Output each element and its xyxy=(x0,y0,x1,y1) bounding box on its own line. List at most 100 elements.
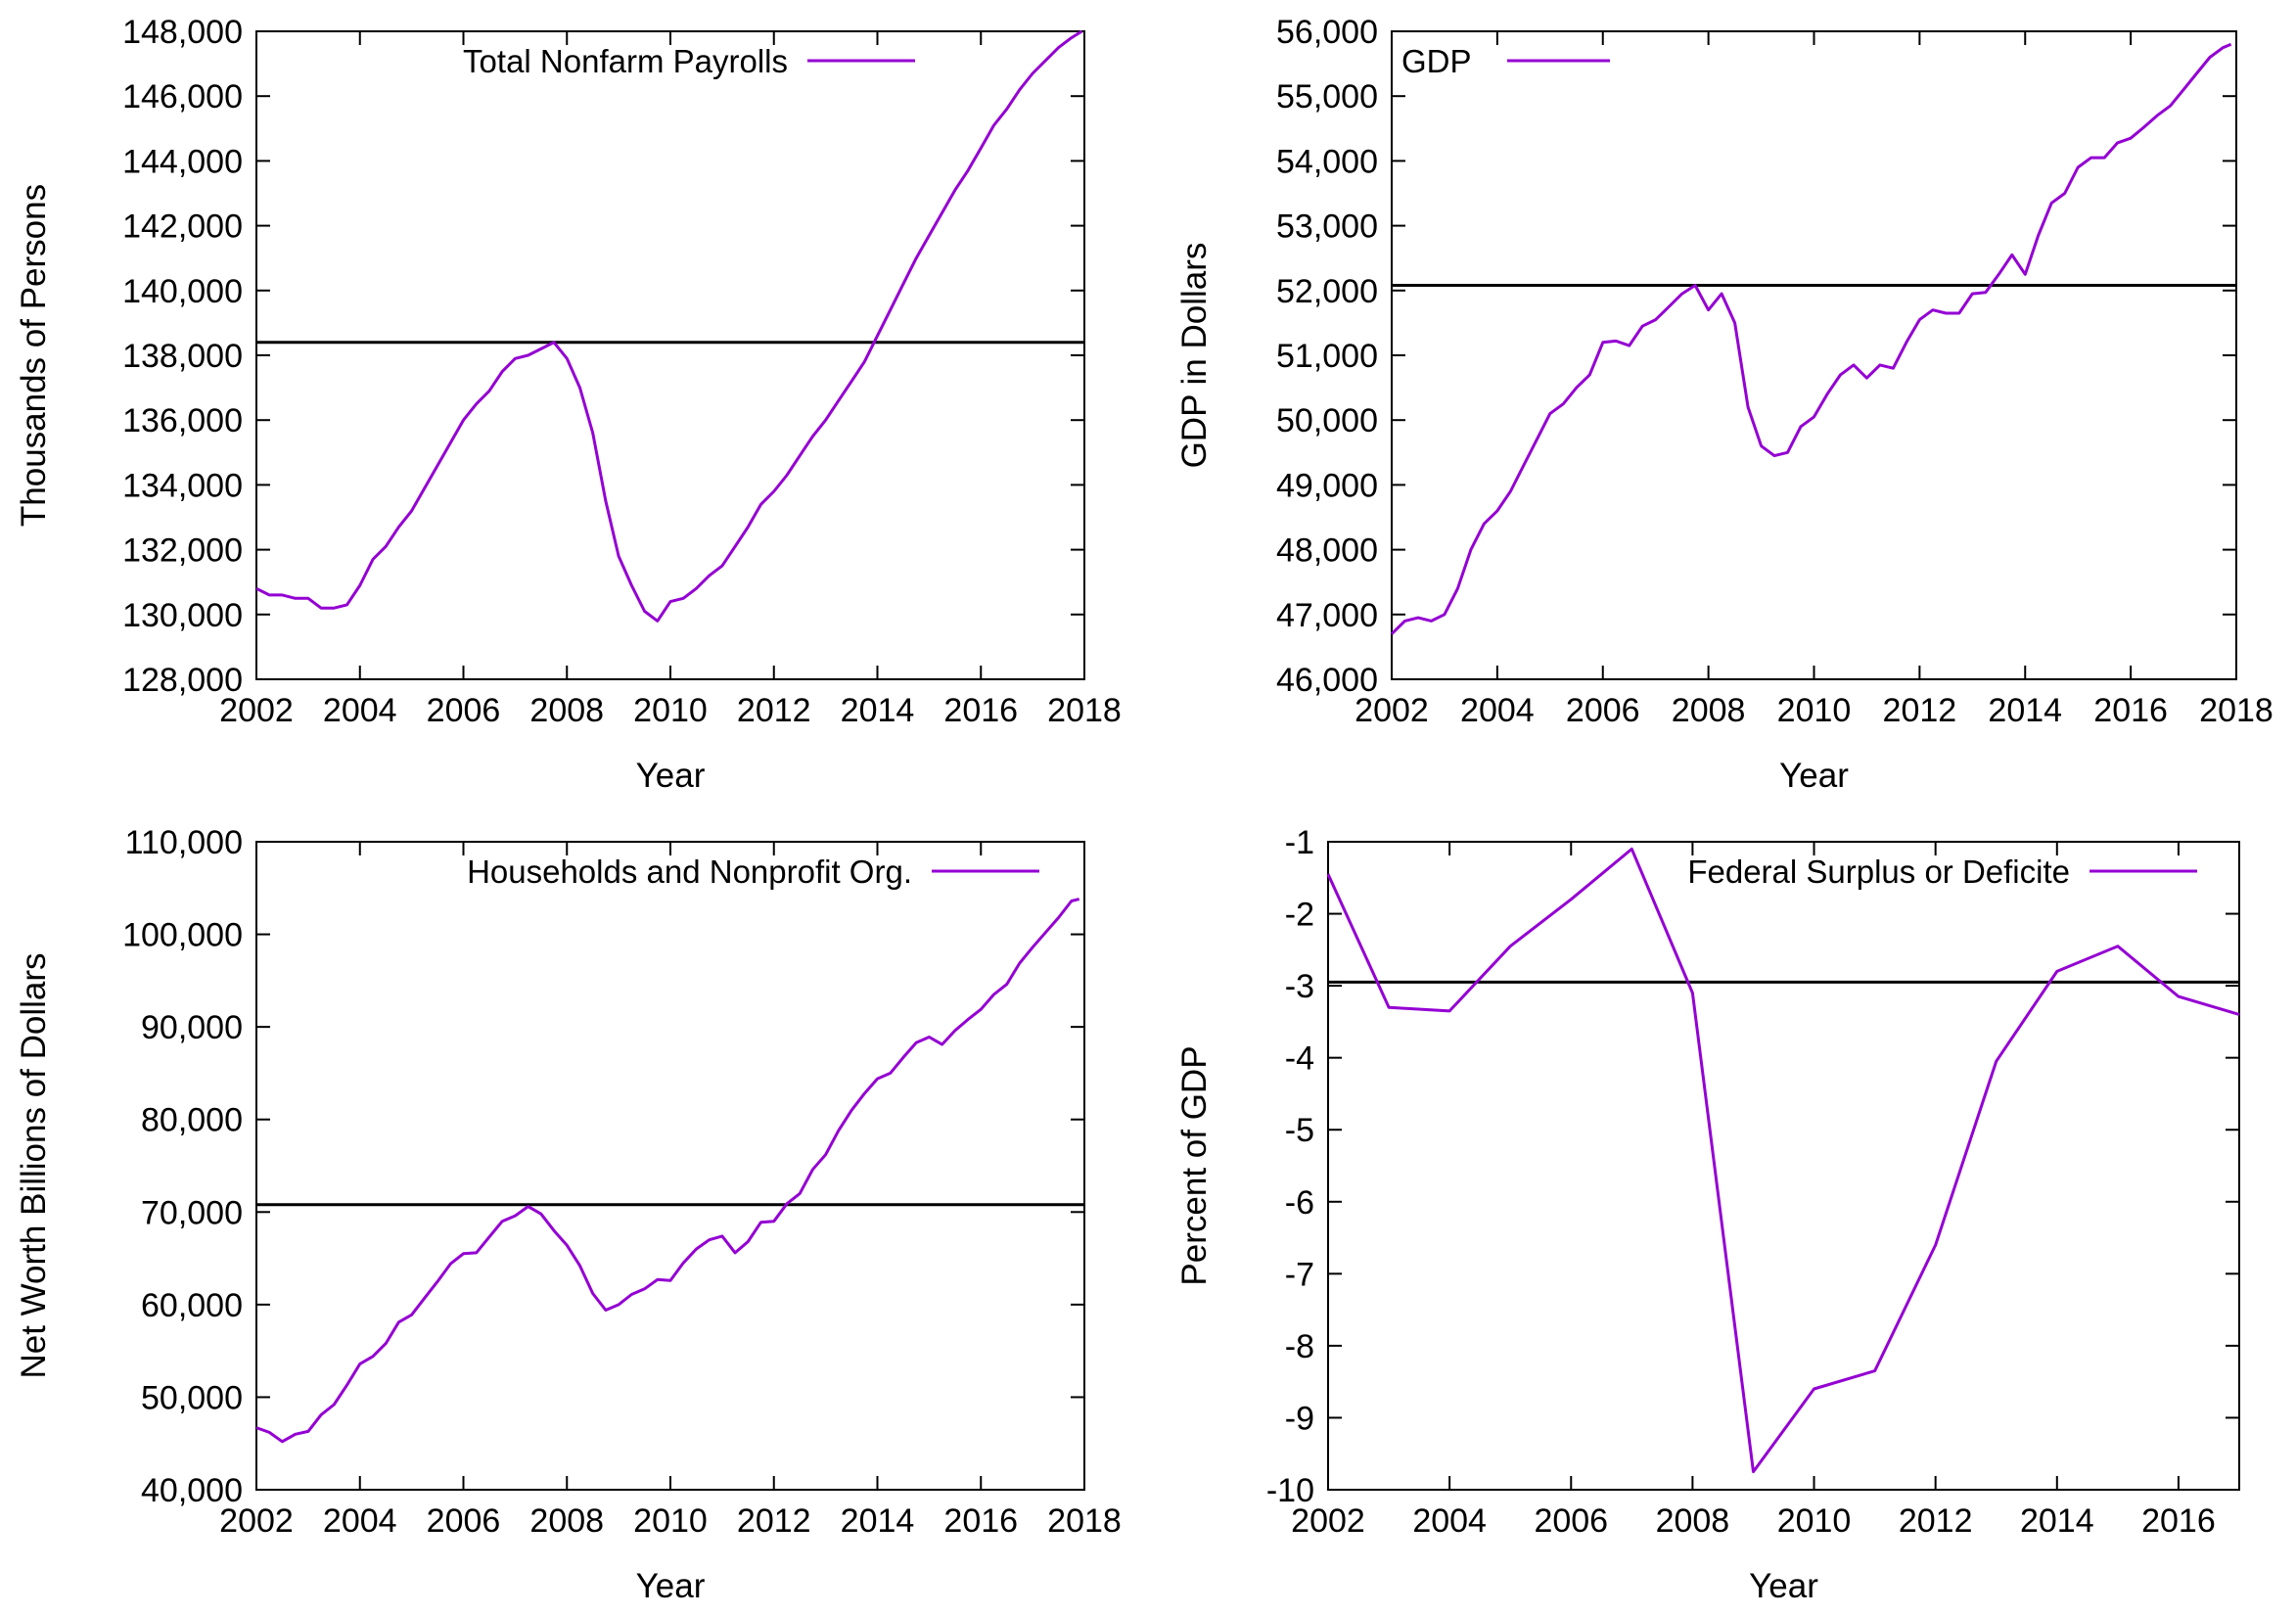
x-tick-label: 2014 xyxy=(841,692,915,729)
series-line-1 xyxy=(255,29,1083,623)
y-tick-label: 60,000 xyxy=(141,1287,243,1324)
y-tick-label: 53,000 xyxy=(1276,208,1378,246)
x-tick-label: 2002 xyxy=(1355,692,1429,729)
y-tick-label: -4 xyxy=(1285,1040,1314,1078)
y-tick-label: 132,000 xyxy=(122,532,243,570)
y-tick-label: 128,000 xyxy=(122,662,243,699)
x-tick-label: 2018 xyxy=(2199,692,2273,729)
x-tick-label: 2016 xyxy=(2141,1502,2216,1540)
x-tick-label: 2010 xyxy=(1777,1502,1852,1540)
y-tick-label: 46,000 xyxy=(1276,662,1378,699)
legend-label: Federal Surplus or Deficite xyxy=(1687,854,2070,890)
chart-panel-2: 46,000 47,000 48,000 49,000 50,000 51,000 52,0… xyxy=(1175,14,2273,795)
y-tick-label: 134,000 xyxy=(122,467,243,504)
x-tick-label: 2002 xyxy=(219,692,294,729)
chart-panel-4: -10 -9 -8 -7 -6 -5 -4 -3 -2 -1 2002 2004 2006 2008 201… xyxy=(1175,824,2240,1605)
y-tick-label: 140,000 xyxy=(122,273,243,310)
series-line-1 xyxy=(1390,42,2232,635)
chart-panel-3: 40,000 50,000 60,000 70,000 80,000 90,000 100,… xyxy=(15,824,1122,1605)
y-tick-label: 142,000 xyxy=(122,208,243,246)
x-tick-label: 2008 xyxy=(529,1502,604,1540)
y-tick-label: -9 xyxy=(1285,1400,1314,1437)
y-tick-label: 55,000 xyxy=(1276,78,1378,115)
y-tick-label: 110,000 xyxy=(125,824,243,861)
x-axis-title: Year xyxy=(1779,757,1849,795)
y-tick-label: 138,000 xyxy=(122,338,243,375)
x-tick-label: 2016 xyxy=(2093,692,2168,729)
y-axis-title: Percent of GDP xyxy=(1175,1045,1214,1285)
y-tick-label: 130,000 xyxy=(122,597,243,634)
x-tick-label: 2004 xyxy=(323,692,397,729)
series-line-1 xyxy=(255,898,1080,1444)
y-tick-label: 80,000 xyxy=(141,1102,243,1139)
x-tick-label: 2014 xyxy=(1988,692,2062,729)
plot-frame xyxy=(1327,841,2240,1491)
y-axis-title: Net Worth Billions of Dollars xyxy=(15,952,53,1378)
x-tick-label: 2016 xyxy=(943,1502,1018,1540)
legend-label: Households and Nonprofit Org. xyxy=(467,854,912,890)
x-tick-label: 2008 xyxy=(1656,1502,1730,1540)
y-tick-label: 51,000 xyxy=(1276,338,1378,375)
x-tick-label: 2016 xyxy=(943,692,1018,729)
x-tick-label: 2004 xyxy=(323,1502,397,1540)
y-tick-label: 48,000 xyxy=(1276,532,1378,570)
x-tick-label: 2012 xyxy=(737,1502,811,1540)
x-tick-label: 2002 xyxy=(1291,1502,1365,1540)
plot-frame xyxy=(1391,30,2237,680)
y-tick-label: 70,000 xyxy=(141,1194,243,1231)
x-axis-title: Year xyxy=(1749,1567,1818,1605)
y-tick-label: -8 xyxy=(1285,1328,1314,1365)
y-tick-label: 100,000 xyxy=(122,917,243,954)
x-tick-label: 2012 xyxy=(1899,1502,1973,1540)
y-tick-label: 54,000 xyxy=(1276,143,1378,180)
y-tick-label: 50,000 xyxy=(1276,402,1378,439)
x-tick-label: 2018 xyxy=(1047,1502,1122,1540)
y-tick-label: 136,000 xyxy=(122,402,243,439)
y-tick-label: 50,000 xyxy=(141,1379,243,1416)
x-tick-label: 2014 xyxy=(841,1502,915,1540)
y-tick-label: 47,000 xyxy=(1276,597,1378,634)
x-tick-label: 2018 xyxy=(1047,692,1122,729)
y-tick-label: -7 xyxy=(1285,1256,1314,1293)
x-tick-label: 2010 xyxy=(633,692,708,729)
x-tick-label: 2014 xyxy=(2020,1502,2094,1540)
legend-label: GDP xyxy=(1401,43,1472,79)
y-tick-label: 40,000 xyxy=(141,1472,243,1509)
x-tick-label: 2004 xyxy=(1460,692,1535,729)
plot-frame xyxy=(255,30,1085,680)
y-tick-label: -10 xyxy=(1266,1472,1314,1509)
y-tick-label: 146,000 xyxy=(122,78,243,115)
x-tick-label: 2012 xyxy=(1883,692,1957,729)
y-tick-label: 144,000 xyxy=(122,143,243,180)
x-axis-title: Year xyxy=(636,1567,706,1605)
chart-panel-1: 128,000 130,000 132,000 134,000 136,000 138,0… xyxy=(15,14,1122,795)
x-tick-label: 2004 xyxy=(1412,1502,1487,1540)
series-line-1 xyxy=(1326,847,2240,1474)
plot-frame xyxy=(255,841,1085,1491)
x-tick-label: 2006 xyxy=(427,692,501,729)
y-tick-label: 56,000 xyxy=(1276,14,1378,51)
x-tick-label: 2008 xyxy=(529,692,604,729)
x-tick-label: 2006 xyxy=(1566,692,1640,729)
x-axis-title: Year xyxy=(636,757,706,795)
x-tick-label: 2010 xyxy=(633,1502,708,1540)
y-tick-label: -2 xyxy=(1285,897,1314,934)
legend-label: Total Nonfarm Payrolls xyxy=(463,43,788,79)
y-tick-label: -1 xyxy=(1285,824,1314,861)
y-tick-label: -5 xyxy=(1285,1112,1314,1149)
x-tick-label: 2008 xyxy=(1672,692,1746,729)
x-tick-label: 2006 xyxy=(427,1502,501,1540)
y-axis-title: Thousands of Persons xyxy=(15,184,53,527)
x-tick-label: 2012 xyxy=(737,692,811,729)
y-axis-title: GDP in Dollars xyxy=(1175,243,1214,469)
x-tick-label: 2002 xyxy=(219,1502,294,1540)
y-tick-label: -6 xyxy=(1285,1184,1314,1222)
y-tick-label: 49,000 xyxy=(1276,467,1378,504)
y-tick-label: 52,000 xyxy=(1276,273,1378,310)
x-tick-label: 2006 xyxy=(1534,1502,1608,1540)
y-tick-label: 148,000 xyxy=(122,14,243,51)
y-tick-label: 90,000 xyxy=(141,1009,243,1046)
y-tick-label: -3 xyxy=(1285,968,1314,1005)
x-tick-label: 2010 xyxy=(1777,692,1852,729)
